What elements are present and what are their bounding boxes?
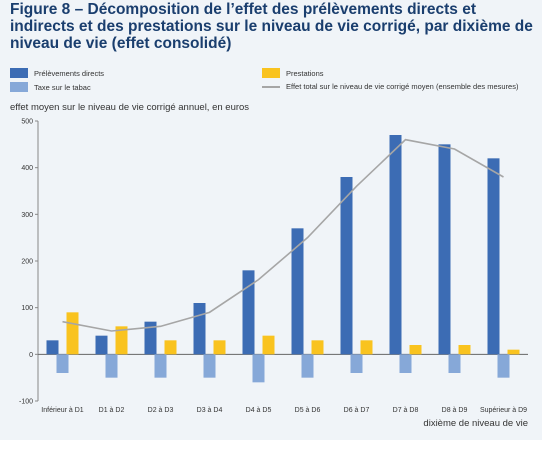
legend-swatch [10,68,28,78]
bar-taxe-sur-le-tabac [399,354,412,373]
legend-entry-taxe-tabac: Taxe sur le tabac [10,82,91,92]
x-tick-label: D4 à D5 [246,407,272,414]
bar-taxe-sur-le-tabac [203,354,216,378]
bar-pr-l-vements-directs [144,321,157,355]
bar-pr-l-vements-directs [242,270,255,355]
chart-title: Figure 8 – Décomposition de l’effet des … [10,1,533,52]
x-tick-label: D5 à D6 [295,407,321,414]
bar-prestations [360,340,373,355]
legend-label: Prestations [286,68,324,78]
bar-taxe-sur-le-tabac [301,354,314,378]
legend-label: Taxe sur le tabac [34,82,91,92]
legend-line-swatch [262,85,280,88]
legend-label: Prélèvements directs [34,68,105,78]
effet-total-line [62,138,504,332]
y-tick-label: 300 [21,212,33,219]
bar-pr-l-vements-directs [487,158,500,355]
legend-swatch [10,82,28,92]
bar-prestations [311,340,324,355]
bar-taxe-sur-le-tabac [154,354,167,378]
bar-prestations [507,349,520,355]
bar-prestations [66,312,79,355]
bar-prestations [262,335,275,355]
bar-taxe-sur-le-tabac [252,354,265,383]
bar-prestations [458,345,471,355]
x-tick-label: D1 à D2 [99,407,125,414]
x-tick-label: D6 à D7 [344,407,370,414]
bar-pr-l-vements-directs [193,303,206,355]
y-tick-label: -100 [19,399,33,406]
legend-entry-effet-total: Effet total sur le niveau de vie corrigé… [262,82,518,91]
x-axis-title: dixième de niveau de vie [423,418,528,429]
bar-pr-l-vements-directs [46,340,59,355]
y-tick-label: 0 [29,352,33,359]
bar-pr-l-vements-directs [291,228,304,355]
bar-pr-l-vements-directs [438,144,451,355]
legend-swatch [262,68,280,78]
x-tick-label: Inférieur à D1 [41,407,84,414]
y-tick-label: 100 [21,305,33,312]
y-axis-title: effet moyen sur le niveau de vie corrigé… [10,102,250,113]
bar-taxe-sur-le-tabac [56,354,69,373]
bar-pr-l-vements-directs [340,177,353,355]
bar-taxe-sur-le-tabac [350,354,363,373]
bar-prestations [164,340,177,355]
y-tick-label: 200 [21,259,33,266]
bar-taxe-sur-le-tabac [497,354,510,378]
bar-taxe-sur-le-tabac [448,354,461,373]
legend-entry-prelevements: Prélèvements directs [10,68,104,78]
bar-pr-l-vements-directs [95,335,108,355]
x-tick-label: Supérieur à D9 [480,407,527,414]
bar-taxe-sur-le-tabac [105,354,118,378]
x-tick-label: D2 à D3 [148,407,174,414]
x-tick-label: D3 à D4 [197,407,223,414]
bar-prestations [213,340,226,355]
y-tick-label: 500 [21,119,33,126]
legend-label: Effet total sur le niveau de vie corrigé… [286,82,519,91]
bar-pr-l-vements-directs [389,135,402,355]
x-tick-label: D8 à D9 [442,407,468,414]
legend-entry-prestations: Prestations [262,68,324,78]
y-tick-label: 400 [21,165,33,172]
bar-prestations [115,326,128,355]
x-tick-label: D7 à D8 [393,407,419,414]
bar-prestations [409,345,422,355]
